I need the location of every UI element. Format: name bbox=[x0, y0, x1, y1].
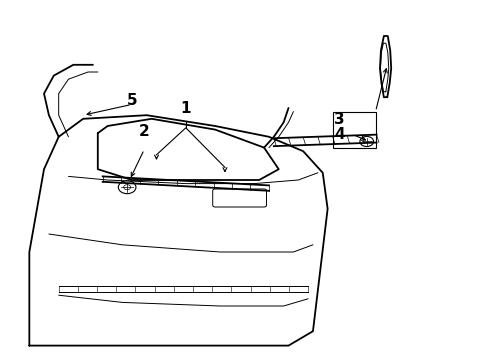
Text: 4: 4 bbox=[334, 127, 345, 142]
Text: 2: 2 bbox=[139, 124, 149, 139]
Text: 5: 5 bbox=[126, 93, 137, 108]
Text: 1: 1 bbox=[180, 101, 191, 116]
Text: 3: 3 bbox=[334, 112, 345, 127]
Bar bbox=[332, 112, 375, 148]
